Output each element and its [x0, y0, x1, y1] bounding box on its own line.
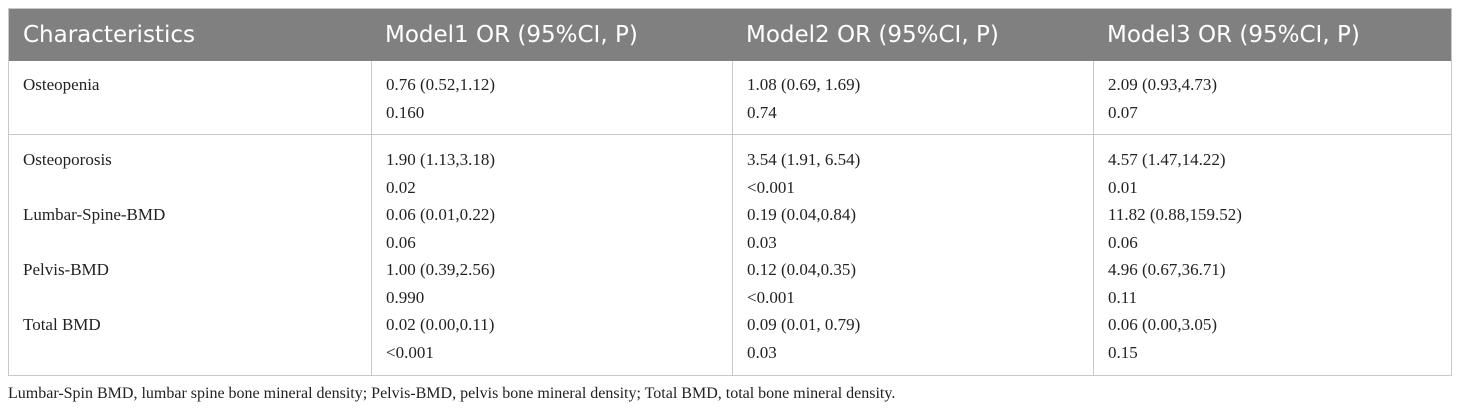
p-value: 0.01	[1108, 177, 1138, 197]
header-model2: Model2 OR (95%CI, P)	[746, 22, 999, 48]
table-footnote: Lumbar-Spin BMD, lumbar spine bone miner…	[8, 385, 896, 402]
or-value: 2.09 (0.93,4.73)	[1108, 75, 1218, 94]
p-value: 0.07	[1108, 102, 1138, 122]
row-label-total-bmd: Total BMD	[23, 315, 101, 334]
p-value: 0.990	[386, 287, 425, 307]
or-value: 3.54 (1.91, 6.54)	[747, 150, 861, 169]
or-value: 4.96 (0.67,36.71)	[1108, 260, 1226, 279]
row-group-osteopenia: Osteopenia 0.76 (0.52,1.12) 0.160 1.08 (…	[9, 61, 1451, 135]
model1-cell: 1.90 (1.13,3.18) 0.02 0.06 (0.01,0.22) 0…	[371, 135, 732, 375]
row-label-osteopenia: Osteopenia	[23, 75, 100, 94]
header-model3: Model3 OR (95%CI, P)	[1107, 22, 1360, 48]
p-value: <0.001	[747, 287, 795, 307]
or-value: 1.90 (1.13,3.18)	[386, 150, 496, 169]
or-value: 0.06 (0.01,0.22)	[386, 205, 496, 224]
model3-cell: 2.09 (0.93,4.73) 0.07	[1093, 61, 1451, 134]
characteristics-cell: Osteoporosis Lumbar-Spine-BMD Pelvis-BMD…	[9, 135, 371, 375]
table-header-row: Characteristics Model1 OR (95%CI, P) Mod…	[9, 9, 1451, 61]
or-value: 0.02 (0.00,0.11)	[386, 315, 495, 334]
or-value: 0.12 (0.04,0.35)	[747, 260, 857, 279]
characteristics-cell: Osteopenia	[9, 61, 371, 134]
or-value: 11.82 (0.88,159.52)	[1108, 205, 1242, 224]
row-label-osteoporosis: Osteoporosis	[23, 150, 112, 169]
results-table: Characteristics Model1 OR (95%CI, P) Mod…	[8, 8, 1452, 376]
p-value: 0.160	[386, 102, 425, 122]
p-value: 0.03	[747, 232, 777, 252]
or-value: 1.08 (0.69, 1.69)	[747, 75, 861, 94]
model2-cell: 1.08 (0.69, 1.69) 0.74	[732, 61, 1093, 134]
row-label-lumbar-spine-bmd: Lumbar-Spine-BMD	[23, 205, 166, 224]
row-group-bmd: Osteoporosis Lumbar-Spine-BMD Pelvis-BMD…	[9, 135, 1451, 375]
or-value: 0.19 (0.04,0.84)	[747, 205, 857, 224]
p-value: 0.74	[747, 102, 777, 122]
or-value: 1.00 (0.39,2.56)	[386, 260, 496, 279]
p-value: 0.11	[1108, 287, 1138, 307]
model2-cell: 3.54 (1.91, 6.54) <0.001 0.19 (0.04,0.84…	[732, 135, 1093, 375]
p-value: 0.02	[386, 177, 416, 197]
p-value: <0.001	[747, 177, 795, 197]
header-model1: Model1 OR (95%CI, P)	[385, 22, 638, 48]
p-value: 0.06	[386, 232, 416, 252]
or-value: 0.09 (0.01, 0.79)	[747, 315, 861, 334]
or-value: 4.57 (1.47,14.22)	[1108, 150, 1226, 169]
p-value: 0.06	[1108, 232, 1138, 252]
row-label-pelvis-bmd: Pelvis-BMD	[23, 260, 109, 279]
or-value: 0.76 (0.52,1.12)	[386, 75, 496, 94]
model3-cell: 4.57 (1.47,14.22) 0.01 11.82 (0.88,159.5…	[1093, 135, 1451, 375]
model1-cell: 0.76 (0.52,1.12) 0.160	[371, 61, 732, 134]
p-value: 0.15	[1108, 342, 1138, 362]
p-value: <0.001	[386, 342, 434, 362]
header-characteristics: Characteristics	[23, 22, 195, 48]
or-value: 0.06 (0.00,3.05)	[1108, 315, 1218, 334]
p-value: 0.03	[747, 342, 777, 362]
